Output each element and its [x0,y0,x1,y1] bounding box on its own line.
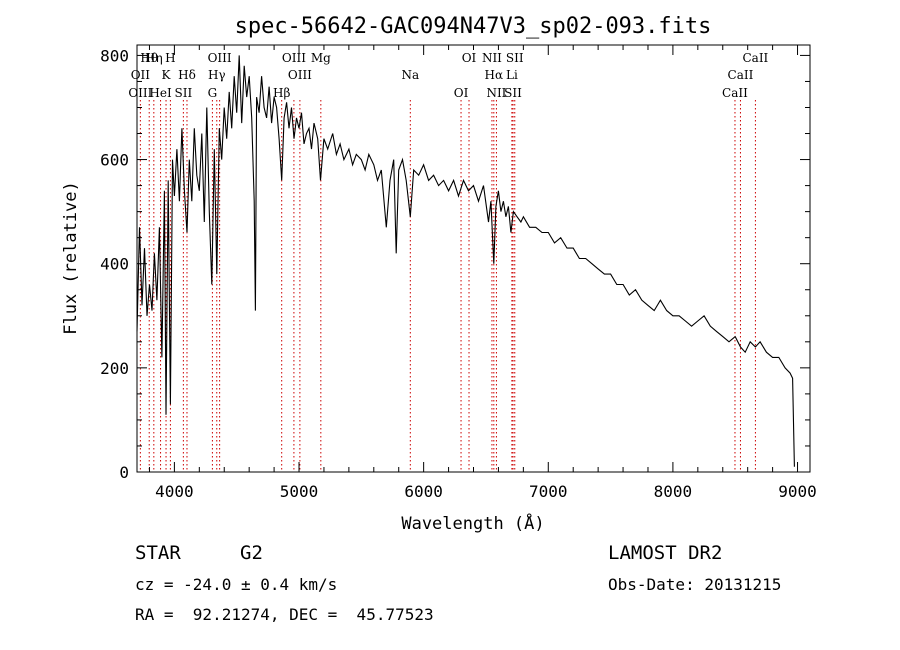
line-label: SII [175,86,193,100]
spectral-line-labels: Hθ OII OIII Hη K HeI HHδ SII OIII Hγ G OIII OIII Hβ Mg… [128,51,768,100]
line-label: OI [454,86,469,100]
spectrum-line [136,55,795,467]
x-tick-label: 5000 [280,482,319,501]
plot-frame [136,44,811,473]
line-label: SII [506,51,524,65]
y-tick-label: 800 [100,46,129,65]
x-tick-label: 4000 [155,482,194,501]
line-label: K [162,68,172,82]
line-label: Hη [145,51,163,65]
x-tick-label: 7000 [529,482,568,501]
line-label: Mg [311,51,331,65]
line-label: OIII [208,51,232,65]
x-tick-label: 8000 [654,482,693,501]
line-label: Hδ [178,68,196,82]
x-axis-label: Wavelength (Å) [401,512,544,534]
y-axis-label: Flux (relative) [61,181,81,335]
line-label: CaII [722,86,748,100]
x-tick-label: 9000 [778,482,817,501]
line-label: OI [462,51,477,65]
line-label: CaII [728,68,754,82]
line-label: Hγ [208,68,226,82]
line-label: OIII [282,51,306,65]
spectral-line-markers [139,100,756,472]
x-tick-label: 6000 [404,482,443,501]
redshift-velocity: cz = -24.0 ± 0.4 km/s [135,575,338,594]
line-label: Hβ [273,86,290,100]
line-label: Hθ [140,51,158,65]
line-label: CaII [742,51,768,65]
line-label: Li [506,68,518,82]
observation-date: Obs-Date: 20131215 [608,575,782,594]
survey-name: LAMOST DR2 [608,542,723,564]
line-label: NII [482,51,502,65]
line-label: OIII [288,68,312,82]
y-tick-label: 600 [100,151,129,170]
x-axis: 4000 5000 6000 7000 8000 9000 [148,45,817,501]
coordinates: RA = 92.21274, DEC = 45.77523 [135,605,434,624]
line-label: Hα [485,68,504,82]
line-label: NII [486,86,506,100]
chart-title: spec-56642-GAC094N47V3_sp02-093.fits [235,14,712,39]
object-class: STAR [135,542,181,564]
line-label: G [208,86,218,100]
y-tick-label: 400 [100,255,129,274]
line-label: Na [401,68,419,82]
y-axis: 0 200 400 600 800 [100,46,810,482]
line-label: OIII [128,86,152,100]
line-label: H [165,51,175,65]
line-label: SII [504,86,522,100]
y-tick-label: 0 [119,463,129,482]
line-label: HeI [149,86,172,100]
object-subclass: G2 [240,542,263,564]
line-label: OII [131,68,151,82]
y-tick-label: 200 [100,359,129,378]
